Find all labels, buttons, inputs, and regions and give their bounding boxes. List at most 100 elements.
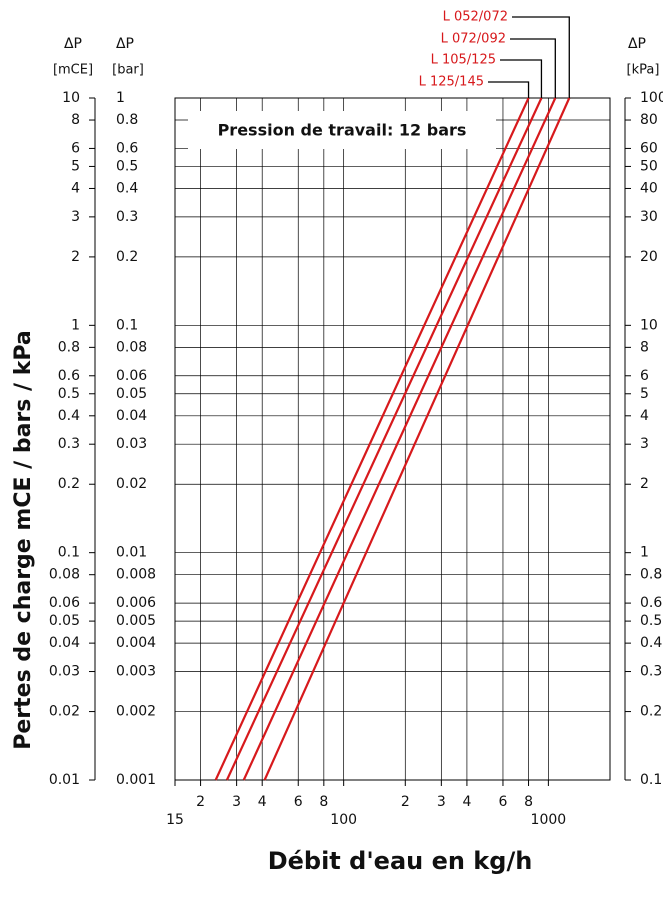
y2-tick-label: 0.05: [116, 386, 147, 402]
y2-tick-label: 1: [116, 90, 125, 106]
y3-header: ΔP: [628, 36, 646, 52]
x-tick-label: 8: [524, 794, 533, 810]
legend-label: L 105/125: [431, 53, 496, 68]
x-tick-label: 2: [401, 794, 410, 810]
y3-tick-label: 0.4: [640, 635, 662, 651]
x-tick-label: 4: [462, 794, 471, 810]
y3-tick-label: 10: [640, 317, 658, 333]
y3-header: [kPa]: [627, 63, 660, 78]
y-tick-label: 0.02: [49, 704, 80, 720]
y2-tick-label: 0.001: [116, 772, 156, 788]
y-tick-label: 0.03: [49, 664, 80, 680]
y2-header: ΔP: [116, 36, 134, 52]
y3-tick-label: 0.1: [640, 772, 662, 788]
y-tick-label: 0.6: [58, 368, 80, 384]
y2-tick-label: 0.03: [116, 436, 147, 452]
y-tick-label: 0.3: [58, 436, 80, 452]
x-tick-label: 6: [294, 794, 303, 810]
y2-tick-label: 0.002: [116, 704, 156, 720]
y-tick-label: 1: [71, 317, 80, 333]
y-tick-label: 0.4: [58, 408, 80, 424]
x-tick-label: 15: [166, 812, 184, 828]
y2-header: [bar]: [112, 63, 144, 78]
annotation-box: [188, 111, 496, 149]
x-tick-label: 100: [330, 812, 357, 828]
y-tick-label: 0.04: [49, 635, 80, 651]
y2-tick-label: 0.005: [116, 613, 156, 629]
y-tick-label: 0.2: [58, 476, 80, 492]
y3-tick-label: 0.3: [640, 664, 662, 680]
annotation: Pression de travail: 12 bars: [218, 121, 467, 140]
x-tick-label: 2: [196, 794, 205, 810]
y-axis-title: Pertes de charge mCE / bars / kPa: [11, 330, 36, 750]
y3-tick-label: 1: [640, 545, 649, 561]
legend-leader: [510, 38, 556, 98]
y2-tick-label: 0.4: [116, 180, 138, 196]
y-tick-label: 6: [71, 140, 80, 156]
y2-tick-label: 0.008: [116, 567, 156, 583]
y2-tick-label: 0.3: [116, 209, 138, 225]
series-line: [263, 97, 571, 781]
x-tick-label: 1000: [531, 812, 567, 828]
y3-tick-label: 0.2: [640, 704, 662, 720]
y3-tick-label: 6: [640, 368, 649, 384]
y2-tick-label: 0.5: [116, 158, 138, 174]
y-tick-label: 10: [62, 90, 80, 106]
x-tick-label: 6: [498, 794, 507, 810]
y3-tick-label: 60: [640, 140, 658, 156]
y3-tick-label: 3: [640, 436, 649, 452]
y3-tick-label: 2: [640, 476, 649, 492]
y2-tick-label: 0.1: [116, 317, 138, 333]
x-tick-label: 4: [258, 794, 267, 810]
y2-tick-label: 0.06: [116, 368, 147, 384]
y-tick-label: 5: [71, 158, 80, 174]
y-tick-label: 0.8: [58, 339, 80, 355]
y-tick-label: 3: [71, 209, 80, 225]
series-line: [214, 97, 530, 781]
y2-tick-label: 0.01: [116, 545, 147, 561]
y2-tick-label: 0.08: [116, 339, 147, 355]
series-line: [225, 97, 543, 781]
y3-tick-label: 0.6: [640, 595, 662, 611]
y-tick-label: 4: [71, 180, 80, 196]
legend-leader: [512, 16, 570, 98]
y2-tick-label: 0.04: [116, 408, 147, 424]
y3-tick-label: 0.5: [640, 613, 662, 629]
y-tick-label: 0.5: [58, 386, 80, 402]
y2-tick-label: 0.006: [116, 595, 156, 611]
y-tick-label: 0.05: [49, 613, 80, 629]
series-line: [242, 97, 557, 781]
legend-label: L 072/092: [441, 32, 506, 47]
y3-tick-label: 5: [640, 386, 649, 402]
y2-tick-label: 0.003: [116, 664, 156, 680]
y-header: ΔP: [64, 36, 82, 52]
y3-tick-label: 20: [640, 249, 658, 265]
y3-tick-label: 80: [640, 112, 658, 128]
legend-label: L 052/072: [443, 10, 508, 25]
x-tick-label: 3: [232, 794, 241, 810]
y-tick-label: 0.01: [49, 772, 80, 788]
y2-tick-label: 0.6: [116, 140, 138, 156]
x-tick-label: 3: [437, 794, 446, 810]
y3-tick-label: 100: [640, 90, 663, 106]
y3-tick-label: 50: [640, 158, 658, 174]
y2-tick-label: 0.02: [116, 476, 147, 492]
y-tick-label: 0.06: [49, 595, 80, 611]
x-tick-label: 8: [319, 794, 328, 810]
plot-frame: [174, 97, 611, 781]
legend-leader: [500, 59, 543, 98]
y-header: [mCE]: [53, 63, 93, 78]
y3-tick-label: 40: [640, 180, 658, 196]
y-tick-label: 0.08: [49, 567, 80, 583]
legend-leader: [488, 81, 530, 98]
y-tick-label: 8: [71, 112, 80, 128]
legend-label: L 125/145: [419, 75, 484, 90]
y-tick-label: 0.1: [58, 545, 80, 561]
y3-tick-label: 30: [640, 209, 658, 225]
y2-tick-label: 0.004: [116, 635, 156, 651]
y2-tick-label: 0.8: [116, 112, 138, 128]
x-axis-title: Débit d'eau en kg/h: [268, 847, 533, 875]
y3-tick-label: 0.8: [640, 567, 662, 583]
y2-tick-label: 0.2: [116, 249, 138, 265]
